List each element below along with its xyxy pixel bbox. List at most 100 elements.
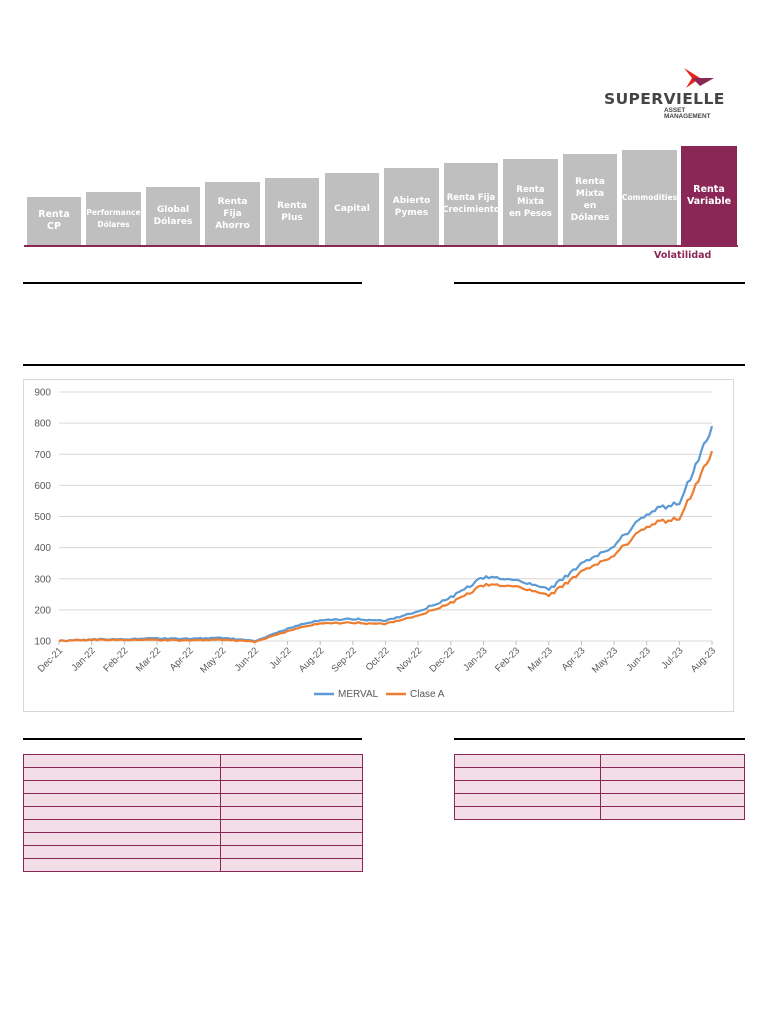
y-tick-label: 700 bbox=[34, 450, 51, 461]
brand-name: SUPERVIELLE bbox=[604, 90, 725, 108]
table-cell bbox=[23, 780, 221, 794]
table-cell bbox=[599, 780, 746, 794]
fund-step-10: Commodities bbox=[622, 150, 677, 245]
table-cell bbox=[454, 767, 601, 781]
series-line-clase-a bbox=[58, 450, 714, 644]
y-tick-label: 900 bbox=[34, 388, 51, 399]
table-cell bbox=[23, 793, 221, 807]
fund-step-label: Abierto Pymes bbox=[392, 195, 431, 218]
table-cell bbox=[219, 858, 364, 872]
fund-step-label: Renta Fija Crecimiento bbox=[442, 193, 500, 215]
x-tick-label: Jan-23 bbox=[461, 645, 489, 673]
table-row bbox=[454, 754, 746, 768]
table-cell bbox=[23, 858, 221, 872]
section-rule-table-right bbox=[454, 738, 745, 740]
fund-step-label: Capital bbox=[334, 204, 370, 214]
table-cell bbox=[23, 767, 221, 781]
series-line-merval bbox=[58, 425, 714, 643]
fund-details-table bbox=[23, 754, 364, 872]
table-cell bbox=[219, 845, 364, 859]
table-cell bbox=[599, 793, 746, 807]
fund-step-label: Global Dólares bbox=[153, 205, 193, 227]
fund-step-8: Renta Mixta en Pesos bbox=[503, 159, 558, 245]
y-tick-label: 400 bbox=[34, 543, 51, 554]
x-tick-label: Aug-23 bbox=[689, 645, 718, 674]
x-tick-label: Jun-23 bbox=[624, 645, 652, 673]
x-tick-label: Dec-21 bbox=[36, 645, 65, 674]
table-row bbox=[23, 793, 364, 807]
table-cell bbox=[219, 806, 364, 820]
table-row bbox=[454, 780, 746, 794]
table-row bbox=[23, 832, 364, 846]
fund-step-label: Renta Fija Ahorro bbox=[215, 196, 250, 231]
table-row bbox=[23, 858, 364, 872]
fund-step-5: Capital bbox=[325, 173, 379, 245]
fund-step-2: Global Dólares bbox=[146, 187, 200, 245]
x-tick-label: Sep-22 bbox=[330, 645, 359, 674]
table-cell bbox=[219, 832, 364, 846]
table-cell bbox=[454, 793, 601, 807]
table-cell bbox=[23, 845, 221, 859]
table-cell bbox=[219, 793, 364, 807]
legend-label: MERVAL bbox=[338, 689, 379, 700]
table-row bbox=[23, 780, 364, 794]
x-tick-label: Feb-23 bbox=[493, 645, 522, 674]
fund-step-0: Renta CP bbox=[27, 197, 81, 245]
y-tick-label: 600 bbox=[34, 481, 51, 492]
table-cell bbox=[599, 754, 746, 768]
table-cell bbox=[599, 806, 746, 820]
table-cell bbox=[599, 767, 746, 781]
table-row bbox=[23, 845, 364, 859]
fund-step-4: Renta Plus bbox=[265, 178, 319, 245]
x-tick-label: Apr-22 bbox=[168, 645, 196, 673]
fund-step-11: Renta Variable bbox=[681, 146, 737, 245]
table-cell bbox=[219, 767, 364, 781]
fund-step-label: Renta Variable bbox=[686, 183, 732, 207]
table-row bbox=[23, 754, 364, 768]
table-row bbox=[454, 806, 746, 820]
fund-step-label: Performance Dólares bbox=[86, 207, 141, 229]
table-row bbox=[23, 806, 364, 820]
fund-step-label: Renta Mixta en Dólares bbox=[570, 176, 610, 223]
table-cell bbox=[454, 780, 601, 794]
x-tick-label: Feb-22 bbox=[101, 645, 130, 674]
table-cell bbox=[454, 754, 601, 768]
fund-step-label: Renta Plus bbox=[277, 200, 307, 223]
x-tick-label: Mar-22 bbox=[134, 645, 163, 674]
brand-subtitle: ASSET MANAGEMENT bbox=[664, 107, 711, 121]
table-cell bbox=[23, 819, 221, 833]
x-tick-label: May-22 bbox=[198, 645, 228, 675]
performance-chart: 100 200 300 400 500 600 700 800 900 Dec-21 Jan-22 F… bbox=[23, 379, 734, 712]
x-tick-label: Nov-22 bbox=[395, 645, 424, 674]
y-tick-label: 100 bbox=[34, 637, 51, 648]
table-row bbox=[23, 767, 364, 781]
table-row bbox=[454, 767, 746, 781]
fund-step-9: Renta Mixta en Dólares bbox=[563, 154, 617, 245]
section-rule-left bbox=[23, 282, 362, 284]
x-tick-label: Jul-22 bbox=[268, 645, 294, 671]
fund-step-1: Performance Dólares bbox=[86, 192, 141, 245]
fund-step-6: Abierto Pymes bbox=[384, 168, 439, 245]
table-cell bbox=[23, 806, 221, 820]
y-tick-label: 300 bbox=[34, 574, 51, 585]
x-tick-label: Oct-22 bbox=[364, 645, 392, 673]
legend-label: Clase A bbox=[410, 689, 445, 700]
x-tick-label: Jun-22 bbox=[233, 645, 261, 673]
x-tick-label: May-23 bbox=[590, 645, 620, 675]
fund-step-label: Renta CP bbox=[38, 209, 70, 232]
x-tick-label: Mar-23 bbox=[526, 645, 555, 674]
returns-table bbox=[454, 754, 746, 820]
section-rule-chart bbox=[23, 364, 745, 366]
table-row bbox=[454, 793, 746, 807]
fund-step-label: Renta Mixta en Pesos bbox=[509, 185, 552, 219]
y-tick-label: 200 bbox=[34, 605, 51, 616]
x-tick-label: Jul-23 bbox=[659, 645, 685, 671]
supervielle-logo: SUPERVIELLE ASSET MANAGEMENT bbox=[598, 62, 738, 122]
volatility-axis-line bbox=[24, 245, 738, 247]
table-cell bbox=[219, 754, 364, 768]
fund-step-3: Renta Fija Ahorro bbox=[205, 182, 260, 245]
volatility-label: Volatilidad bbox=[654, 250, 712, 261]
y-tick-label: 800 bbox=[34, 419, 51, 430]
table-cell bbox=[219, 819, 364, 833]
